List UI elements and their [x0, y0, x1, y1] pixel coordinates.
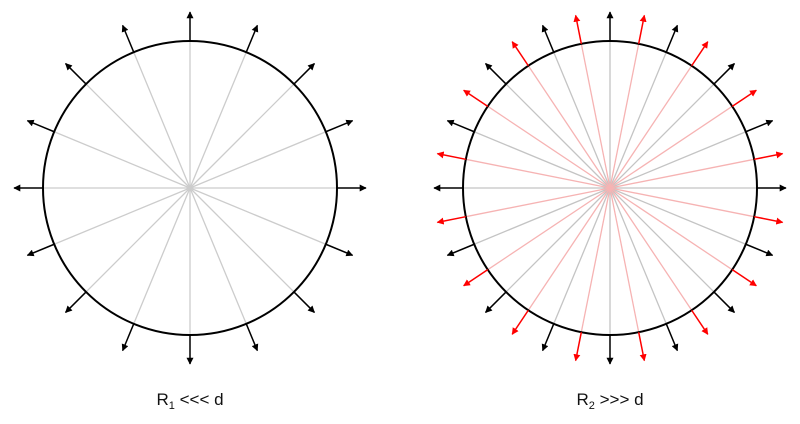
left-arrow-black [325, 119, 354, 133]
right-arrow-red [731, 269, 757, 287]
right-spoke-black [505, 83, 611, 189]
right-arrow-black [713, 63, 735, 85]
left-arrow-black [65, 63, 87, 85]
left-spokes [43, 41, 337, 335]
right-arrow-red [511, 41, 529, 67]
left-spoke-black [189, 131, 327, 189]
right-spoke-black [609, 187, 715, 293]
caption-left-relation: <<< d [174, 390, 224, 409]
left-spoke-black [133, 187, 191, 325]
right-spoke-red [580, 187, 611, 333]
left-arrow-black [26, 119, 55, 133]
right-spoke-black [609, 51, 667, 189]
right-arrow-red [436, 215, 466, 225]
right-spoke-black [609, 187, 667, 325]
right-arrow-red [511, 309, 529, 335]
left-arrow-black [65, 291, 87, 313]
right-arrow-red [463, 269, 489, 287]
right-arrow-red [754, 151, 784, 161]
right-arrow-black [745, 243, 774, 257]
right-arrow-red [573, 14, 583, 44]
right-spoke-red [609, 105, 733, 189]
left-arrow-black [26, 243, 55, 257]
right-spoke-red [487, 187, 611, 271]
right-spoke-red [609, 65, 693, 189]
left-arrow-black [293, 291, 315, 313]
right-spoke-red [527, 65, 611, 189]
right-spoke-red [609, 187, 693, 311]
right-arrow-black [745, 119, 774, 133]
right-arrow-red [691, 309, 709, 335]
left-arrow-black [293, 63, 315, 85]
caption-left: R1 <<< d [156, 390, 224, 412]
right-arrow-red [436, 151, 466, 161]
right-arrows [433, 11, 787, 365]
right-arrow-black [665, 323, 679, 352]
left-spoke-black [85, 83, 191, 189]
right-spoke-black [609, 83, 715, 189]
left-spoke-black [53, 131, 191, 189]
right-arrow-red [463, 89, 489, 107]
caption-left-subscript: 1 [168, 400, 175, 412]
left-spoke-black [53, 187, 191, 245]
left-arrow-black [245, 323, 259, 352]
right-arrow-red [754, 215, 784, 225]
right-spoke-red [609, 187, 755, 218]
left-arrow-black [245, 24, 259, 53]
left-spoke-black [133, 51, 191, 189]
caption-right: R2 >>> d [576, 390, 644, 412]
right-arrow-black [713, 291, 735, 313]
right-arrow-red [637, 332, 647, 362]
panel-left-diagram [13, 11, 367, 365]
right-arrow-black [485, 291, 507, 313]
left-arrow-black [121, 323, 135, 352]
caption-right-symbol: R [576, 390, 589, 409]
left-arrows [13, 11, 367, 365]
right-arrow-black [541, 323, 555, 352]
right-spoke-black [505, 187, 611, 293]
right-arrow-black [446, 119, 475, 133]
right-arrow-black [446, 243, 475, 257]
right-spoke-black [553, 51, 611, 189]
right-spoke-black [473, 187, 611, 245]
right-arrow-red [691, 41, 709, 67]
right-arrow-red [637, 14, 647, 44]
right-spoke-red [465, 158, 611, 189]
right-spokes [463, 41, 757, 335]
right-spoke-black [609, 187, 747, 245]
right-spoke-red [580, 43, 611, 189]
left-spoke-black [189, 51, 247, 189]
right-spoke-red [609, 158, 755, 189]
right-spoke-red [609, 43, 640, 189]
right-arrow-black [485, 63, 507, 85]
right-spoke-black [473, 131, 611, 189]
left-spoke-black [85, 187, 191, 293]
left-spoke-black [189, 187, 247, 325]
left-spoke-black [189, 187, 295, 293]
right-arrow-black [665, 24, 679, 53]
right-arrow-black [541, 24, 555, 53]
right-spoke-red [465, 187, 611, 218]
right-spoke-red [609, 187, 640, 333]
right-arrow-red [573, 332, 583, 362]
right-spoke-black [553, 187, 611, 325]
caption-right-relation: >>> d [594, 390, 644, 409]
left-arrow-black [121, 24, 135, 53]
left-spoke-black [189, 83, 295, 189]
right-spoke-black [609, 131, 747, 189]
caption-left-symbol: R [156, 390, 169, 409]
right-spoke-red [609, 187, 733, 271]
panel-right-diagram [433, 11, 787, 365]
right-spoke-red [487, 105, 611, 189]
left-arrow-black [325, 243, 354, 257]
caption-right-subscript: 2 [588, 400, 595, 412]
right-arrow-red [731, 89, 757, 107]
left-spoke-black [189, 187, 327, 245]
right-spoke-red [527, 187, 611, 311]
